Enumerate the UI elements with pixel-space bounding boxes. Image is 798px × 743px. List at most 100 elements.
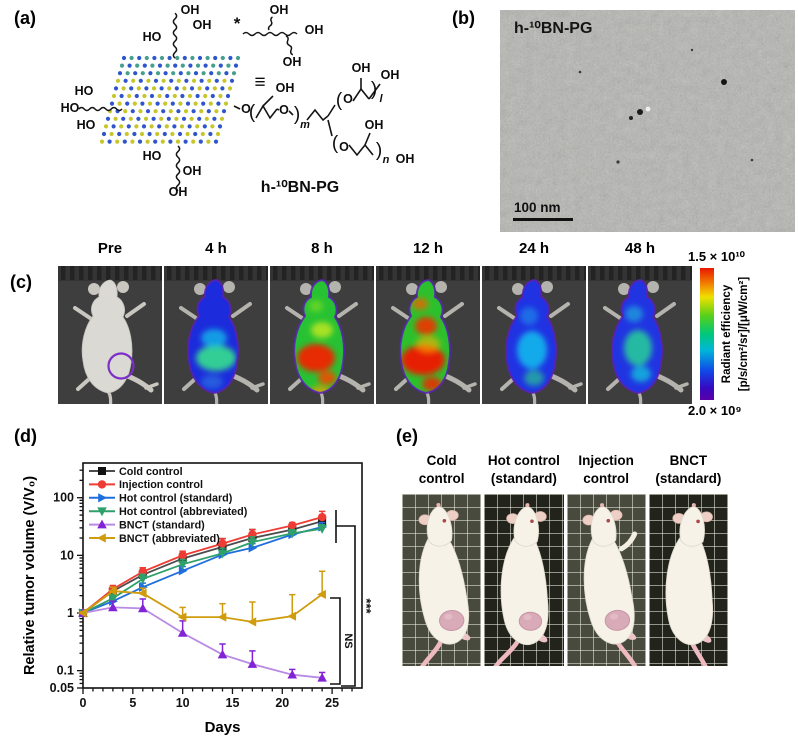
svg-text:Injection control: Injection control [119, 479, 203, 491]
oh-label: OH [352, 61, 371, 75]
tem-sample-title: h-¹⁰BN-PG [514, 20, 593, 37]
svg-text:BNCT (standard): BNCT (standard) [119, 519, 205, 531]
photo-label-injection-control: Injection control [578, 453, 634, 486]
mouse-image-4h [164, 266, 268, 404]
mouse-fluorescence-svg [376, 266, 480, 404]
svg-text:Hot control (abbreviated): Hot control (abbreviated) [119, 506, 248, 518]
fluorescence-image-strip [58, 266, 692, 404]
colorbar-min-value: 2.0 × 10⁹ [688, 403, 742, 418]
oh-label: OH [365, 118, 384, 132]
oh-label: OH [381, 68, 400, 82]
mouse-fluorescence-svg [270, 266, 374, 404]
tumor-volume-chart: 0 5 10 15 20 25 0.05 0.1 1 10 100 Days Relative tumo… [22, 462, 374, 736]
significance-brackets [330, 510, 356, 687]
mouse-fluorescence-svg [164, 266, 268, 404]
svg-text:1: 1 [67, 606, 74, 620]
svg-text:10: 10 [176, 696, 190, 710]
o-atom: O [339, 140, 349, 154]
photo-label-cold-control: Cold control [418, 453, 465, 486]
mouse-fluorescence-svg [482, 266, 586, 404]
photo-group-labels: Cold control Hot control (standard) Inje… [402, 452, 728, 487]
timepoint-label: 24 h [518, 240, 549, 257]
panel-e-label: (e) [396, 426, 418, 446]
bn-nanosheet [99, 55, 241, 144]
photo-label-bnct: BNCT (standard) [655, 453, 722, 486]
subscript-n: n [383, 154, 390, 166]
colorbar-axis-label: Radiant efficiency [p/s/cm²/sr]/[μW/cm²] [721, 277, 750, 392]
ho-label: HO [75, 84, 94, 98]
scale-bar-label: 100 nm [514, 200, 561, 215]
oh-label: OH [270, 3, 289, 17]
svg-text:BNCT (abbreviated): BNCT (abbreviated) [119, 533, 220, 545]
o-atom: O [279, 103, 289, 117]
svg-text:20: 20 [275, 696, 289, 710]
paren: ) [371, 79, 377, 100]
series-injection-control [78, 510, 327, 618]
ho-label: HO [143, 149, 162, 163]
panel-b-label: (b) [452, 8, 475, 28]
chart-tick-labels: 0 5 10 15 20 25 0.05 0.1 1 10 100 [50, 491, 339, 710]
mouse-image-8h [270, 266, 374, 404]
svg-text:0.1: 0.1 [57, 664, 74, 678]
mouse-image-pre [58, 266, 162, 404]
oh-label: OH [305, 23, 324, 37]
svg-text:5: 5 [129, 696, 136, 710]
paren: ( [336, 90, 343, 111]
series-bnct-standard- [78, 598, 327, 682]
tem-noise-texture [500, 10, 795, 232]
mouse-image-48h [588, 266, 692, 404]
paren: ) [294, 104, 300, 125]
subscript-l: l [379, 93, 383, 105]
paren: ( [249, 102, 256, 123]
mouse-image-12h [376, 266, 480, 404]
oh-label: OH [276, 81, 295, 95]
photo-label-hot-control: Hot control (standard) [487, 453, 560, 486]
mouse-fluorescence-svg [58, 266, 162, 404]
mouse-image-24h [482, 266, 586, 404]
oh-label: OH [193, 18, 212, 32]
colorbar-label-line1: Radiant efficiency [721, 284, 733, 383]
polymer-arms [78, 12, 298, 192]
significance-stars: *** [359, 598, 374, 614]
oh-label: OH [396, 152, 415, 166]
svg-text:100: 100 [53, 491, 74, 505]
colorbar-max-value: 1.5 × 10¹⁰ [688, 249, 745, 264]
tem-particles [578, 48, 754, 164]
svg-text:0: 0 [80, 696, 87, 710]
ns-label: NS [342, 633, 354, 648]
timepoint-label: 48 h [624, 240, 655, 257]
oh-label: OH [169, 185, 188, 199]
mouse-photo-cold-control [402, 494, 482, 666]
mouse-photo-svg [493, 503, 549, 666]
tem-image: h-¹⁰BN-PG 100 nm [500, 10, 795, 232]
mouse-photo-strip [402, 494, 728, 666]
colorbar-label-line2: [p/s/cm²/sr]/[μW/cm²] [738, 277, 750, 392]
ho-label: HO [143, 30, 162, 44]
y-axis-label: Relative tumor volume (V/V₀) [22, 476, 38, 675]
subscript-m: m [300, 119, 310, 131]
o-atom: O [343, 92, 353, 106]
series-bnct-abbreviated- [78, 570, 326, 627]
svg-text:0.05: 0.05 [50, 681, 74, 695]
svg-text:15: 15 [226, 696, 240, 710]
timepoint-label: 4 h [205, 240, 227, 257]
oh-label: OH [181, 3, 200, 17]
star-symbol: * [234, 14, 241, 33]
svg-text:Cold control: Cold control [119, 466, 183, 478]
mouse-photo-bnct [648, 494, 728, 666]
timepoint-label: 8 h [311, 240, 333, 257]
oh-label: OH [183, 164, 202, 178]
compound-name: h-¹⁰BN-PG [261, 179, 339, 196]
mouse-photo-svg [581, 503, 638, 666]
mouse-photo-svg [418, 503, 471, 666]
svg-text:10: 10 [60, 548, 74, 562]
timepoint-labels: Pre 4 h 8 h 12 h 24 h 48 h [58, 240, 692, 262]
mouse-photo-svg [665, 503, 713, 666]
o-atom: O [241, 102, 251, 116]
svg-text:25: 25 [325, 696, 339, 710]
mouse-photo-injection-control [566, 494, 646, 666]
radiance-colorbar [700, 268, 714, 400]
paren: ( [332, 133, 339, 154]
